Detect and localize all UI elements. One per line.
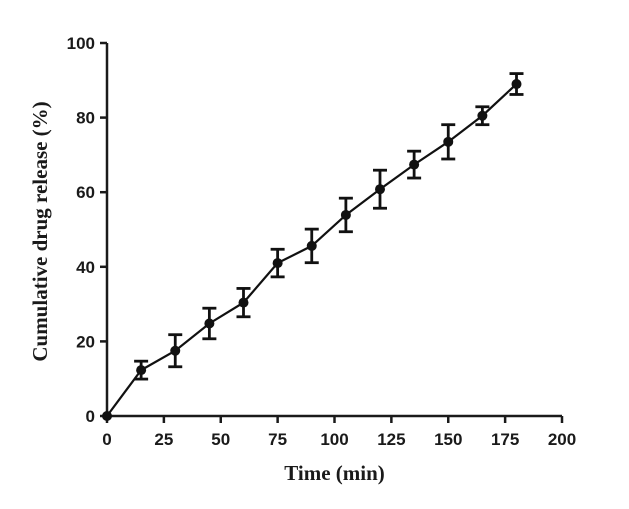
- x-tick-label: 0: [102, 430, 111, 449]
- y-tick-label: 0: [86, 407, 95, 426]
- data-point: [511, 79, 522, 90]
- data-point: [204, 318, 215, 329]
- data-point: [170, 345, 181, 356]
- y-ticks: 0 20 40 60 80 100: [67, 34, 107, 426]
- x-tick-label: 125: [377, 430, 405, 449]
- y-tick-label: 100: [67, 34, 95, 53]
- x-tick-label: 75: [268, 430, 287, 449]
- data-point: [477, 110, 488, 121]
- x-tick-label: 100: [320, 430, 348, 449]
- y-axis-label: Cumulative drug release (%): [28, 101, 52, 361]
- data-point: [238, 297, 249, 308]
- x-tick-label: 175: [491, 430, 519, 449]
- plot-area: [102, 72, 524, 421]
- data-point: [136, 365, 147, 376]
- data-point: [375, 184, 385, 195]
- data-point: [272, 258, 283, 269]
- x-ticks: 0 25 50 75 100 125 150 175 200: [102, 416, 576, 449]
- y-tick-label: 40: [76, 258, 95, 277]
- x-tick-label: 50: [211, 430, 230, 449]
- x-tick-label: 150: [434, 430, 462, 449]
- x-tick-label: 25: [154, 430, 173, 449]
- y-tick-label: 60: [76, 183, 95, 202]
- data-point: [306, 240, 317, 251]
- data-point: [340, 209, 351, 220]
- data-point: [443, 136, 454, 147]
- x-tick-label: 200: [548, 430, 576, 449]
- data-point: [102, 411, 112, 421]
- x-axis-label: Time (min): [284, 461, 385, 485]
- y-tick-label: 20: [76, 332, 95, 351]
- data-point: [409, 159, 420, 170]
- y-tick-label: 80: [76, 109, 95, 128]
